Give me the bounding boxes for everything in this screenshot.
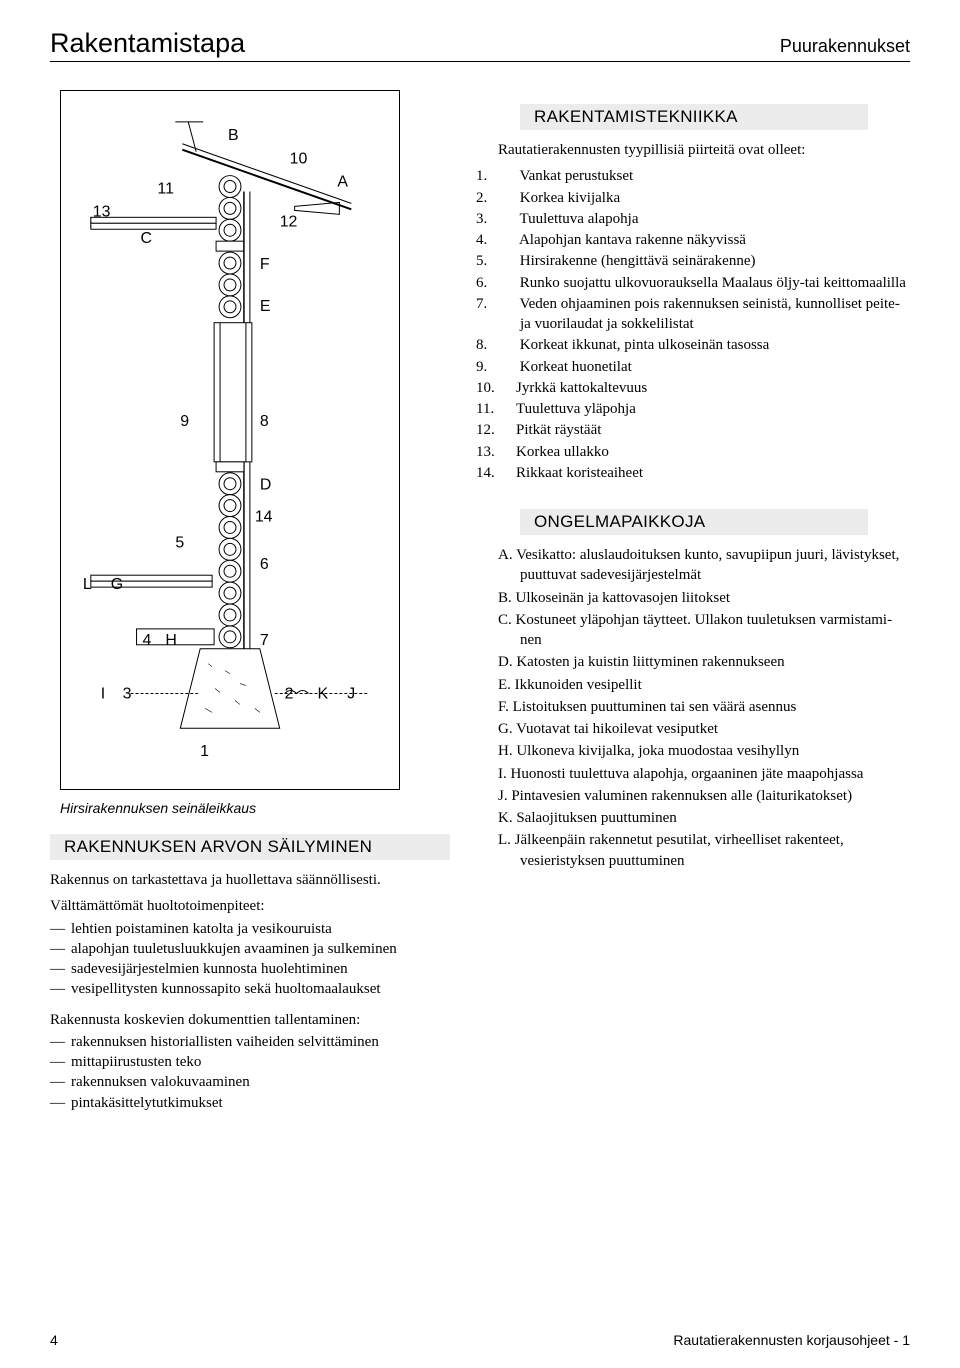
list-item: lehtien poistaminen katolta ja vesikouru… <box>50 919 450 939</box>
list-item: 14.Rikkaat koristeaiheet <box>498 463 908 483</box>
list-item: alapohjan tuuletusluukkujen avaaminen ja… <box>50 939 450 959</box>
list-item: 2. Korkea kivijalka <box>498 188 908 208</box>
right-column: RAKENTAMISTEKNIIKKA Rautatierakennusten … <box>498 90 908 1123</box>
svg-text:F: F <box>260 256 270 273</box>
svg-text:H: H <box>165 632 176 649</box>
svg-text:10: 10 <box>290 151 308 168</box>
list-item: 4. Alapohjan kantava rakenne näkyvissä <box>498 230 908 250</box>
list-item: sadevesijärjestelmien kunnosta huolehtim… <box>50 959 450 979</box>
svg-text:A: A <box>337 174 348 191</box>
page-header: Rakentamistapa Puurakennukset <box>50 28 910 62</box>
header-title-left: Rakentamistapa <box>50 28 245 59</box>
list-item: 12.Pitkät räystäät <box>498 420 908 440</box>
list-item: 1. Vankat perustukset <box>498 166 908 186</box>
svg-text:11: 11 <box>157 180 174 197</box>
svg-text:E: E <box>260 298 271 315</box>
list-item: I. Huonosti tuulettuva alapohja, orgaani… <box>498 764 908 784</box>
list-item: D. Katosten ja kuistin liittyminen ra­ke… <box>498 652 908 672</box>
list-item: 13.Korkea ullakko <box>498 442 908 462</box>
svg-text:13: 13 <box>93 203 111 220</box>
list-item: 8. Korkeat ikkunat, pinta ulkoseinän tas… <box>498 335 908 355</box>
svg-text:B: B <box>228 127 239 144</box>
list-item: B. Ulkoseinän ja kattovasojen liitokset <box>498 588 908 608</box>
diagram-container: B 10 A 11 13 12 C F E 9 8 D 14 5 6 L G 4… <box>60 90 400 790</box>
technique-list: 1. Vankat perustukset 2. Korkea kivijalk… <box>498 166 908 483</box>
list-item: vesipellitysten kunnossapito sekä huolto… <box>50 979 450 999</box>
list-item: A. Vesikatto: aluslaudoituksen kunto, sa… <box>498 545 908 586</box>
list-item: 9. Korkeat huonetilat <box>498 357 908 377</box>
section1-sub1-intro: Välttämättömät huoltotoimenpiteet: <box>50 896 450 916</box>
svg-text:1: 1 <box>200 743 209 760</box>
section-heading-arvon: RAKENNUKSEN ARVON SÄILYMINEN <box>50 834 450 860</box>
svg-text:J: J <box>347 685 355 702</box>
list-item: L. Jälkeenpäin rakennetut pesutilat, vir… <box>498 830 908 871</box>
list-item: J. Pintavesien valuminen rakennuk­sen al… <box>498 786 908 806</box>
list-item: 11.Tuulettuva yläpohja <box>498 399 908 419</box>
svg-text:12: 12 <box>280 213 298 230</box>
left-column: B 10 A 11 13 12 C F E 9 8 D 14 5 6 L G 4… <box>50 90 450 1123</box>
two-column-layout: B 10 A 11 13 12 C F E 9 8 D 14 5 6 L G 4… <box>50 90 910 1123</box>
list-item: H. Ulkoneva kivijalka, joka muodos­taa v… <box>498 741 908 761</box>
list-item: K. Salaojituksen puuttuminen <box>498 808 908 828</box>
section2-intro: Rautatierakennusten tyypillisiä piirteit… <box>498 140 908 160</box>
list-item: F. Listoituksen puuttuminen tai sen väär… <box>498 697 908 717</box>
svg-text:8: 8 <box>260 413 269 430</box>
page-footer: 4 Rautatierakennusten korjausohjeet - 1 <box>50 1332 910 1348</box>
footer-doc-title: Rautatierakennusten korjausohjeet - 1 <box>673 1332 910 1348</box>
svg-text:I: I <box>101 685 105 702</box>
svg-text:7: 7 <box>260 632 269 649</box>
maintenance-list: lehtien poistaminen katolta ja vesikouru… <box>50 919 450 1000</box>
svg-text:G: G <box>111 576 123 593</box>
svg-text:4: 4 <box>143 632 152 649</box>
list-item: G. Vuotavat tai hikoilevat vesiputket <box>498 719 908 739</box>
svg-text:K: K <box>317 685 328 702</box>
svg-text:9: 9 <box>180 413 189 430</box>
list-item: C. Kostuneet yläpohjan täytteet. Ullakon… <box>498 610 908 651</box>
list-item: rakennuksen historiallisten vaiheiden se… <box>50 1032 450 1052</box>
list-item: 5. Hirsirakenne (hengittävä seinä­rakenn… <box>498 251 908 271</box>
list-item: 3. Tuulettuva alapohja <box>498 209 908 229</box>
documentation-list: rakennuksen historiallisten vaiheiden se… <box>50 1032 450 1113</box>
header-title-right: Puurakennukset <box>780 36 910 57</box>
svg-text:5: 5 <box>175 534 184 551</box>
diagram-caption: Hirsirakennuksen seinäleikkaus <box>60 800 450 816</box>
page-number: 4 <box>50 1332 58 1348</box>
list-item: rakennuksen valokuvaaminen <box>50 1072 450 1092</box>
section1-intro: Rakennus on tarkastettava ja huollettava… <box>50 870 450 890</box>
list-item: pintakäsittelytutkimukset <box>50 1093 450 1113</box>
svg-text:3: 3 <box>123 685 132 702</box>
list-item: E. Ikkunoiden vesipellit <box>498 675 908 695</box>
list-item: 10.Jyrkkä kattokaltevuus <box>498 378 908 398</box>
list-item: mittapiirustusten teko <box>50 1052 450 1072</box>
svg-text:6: 6 <box>260 556 269 573</box>
svg-text:C: C <box>141 230 152 247</box>
section-heading-tekniikka: RAKENTAMISTEKNIIKKA <box>520 104 868 130</box>
svg-text:14: 14 <box>255 509 273 526</box>
list-item: 6. Runko suojattu ulkovuorauksella Maala… <box>498 273 908 293</box>
svg-text:D: D <box>260 477 271 494</box>
section1-sub2-intro: Rakennusta koskevien dokumenttien tallen… <box>50 1010 450 1030</box>
svg-text:L: L <box>83 576 92 593</box>
problem-list: A. Vesikatto: aluslaudoituksen kunto, sa… <box>498 545 908 871</box>
list-item: 7. Veden ohjaaminen pois rakennuk­sen se… <box>498 294 908 335</box>
svg-text:2: 2 <box>285 685 294 702</box>
wall-section-diagram: B 10 A 11 13 12 C F E 9 8 D 14 5 6 L G 4… <box>61 91 399 789</box>
section-heading-ongelma: ONGELMAPAIKKOJA <box>520 509 868 535</box>
